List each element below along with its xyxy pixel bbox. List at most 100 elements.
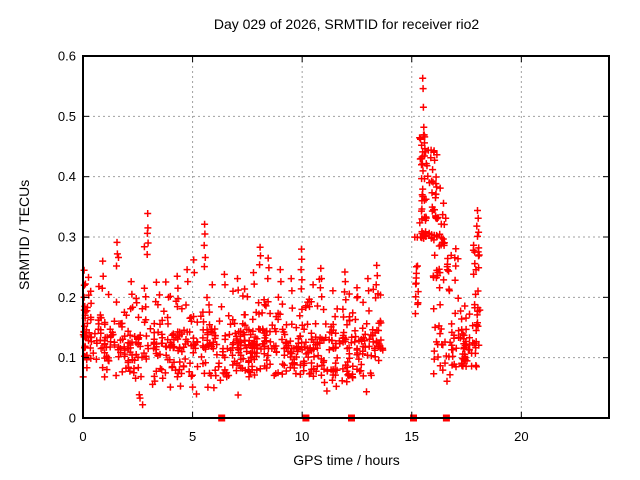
data-point (255, 299, 263, 307)
data-point (437, 220, 445, 228)
data-point (281, 331, 289, 338)
data-point (435, 322, 443, 330)
data-point (178, 370, 185, 377)
data-point (197, 312, 205, 320)
data-point (373, 272, 381, 280)
data-point (126, 367, 134, 375)
data-point (229, 344, 236, 352)
data-point (300, 325, 308, 333)
data-point (455, 334, 463, 341)
data-point (158, 330, 166, 338)
data-point (329, 321, 337, 328)
data-point (353, 284, 361, 292)
data-point (89, 349, 97, 357)
data-point (416, 134, 424, 142)
data-point (213, 351, 221, 359)
data-point (300, 343, 308, 351)
data-point (445, 267, 453, 275)
y-tick-label: 0 (69, 411, 76, 426)
data-point (428, 203, 436, 211)
x-axis-label: GPS time / hours (293, 452, 400, 468)
data-point (375, 340, 383, 348)
data-point (475, 228, 483, 236)
data-point (423, 162, 431, 170)
data-point (361, 330, 369, 338)
data-point (452, 245, 460, 253)
data-point (87, 338, 95, 346)
data-point (185, 368, 193, 376)
data-point (219, 345, 227, 353)
data-point (438, 234, 446, 242)
data-point (231, 357, 239, 365)
data-point (263, 364, 271, 372)
data-point (474, 214, 482, 222)
data-point (168, 331, 176, 339)
data-point (443, 266, 451, 274)
data-point (112, 372, 120, 379)
data-point (419, 185, 427, 193)
data-point (297, 266, 305, 274)
data-point (417, 135, 424, 143)
data-point (175, 366, 183, 374)
data-point (174, 347, 182, 355)
data-point (292, 324, 300, 332)
data-point (152, 350, 160, 357)
data-point (439, 211, 447, 219)
data-point (93, 339, 101, 347)
data-point (318, 293, 326, 301)
data-point (233, 333, 240, 340)
data-point (272, 328, 280, 335)
data-point (135, 391, 143, 399)
data-point (193, 318, 201, 326)
data-point (174, 295, 182, 303)
data-point (475, 244, 483, 252)
data-point (136, 331, 144, 339)
data-point (432, 173, 440, 181)
data-point (412, 280, 420, 288)
data-point (143, 251, 151, 258)
data-point (320, 306, 328, 313)
data-point (261, 301, 269, 309)
data-point (422, 213, 430, 221)
data-point (166, 383, 174, 391)
x-tick-label: 15 (405, 429, 419, 444)
y-tick-label: 0.6 (58, 49, 76, 64)
data-point (420, 131, 428, 139)
data-point (278, 336, 286, 343)
y-tick-label: 0.5 (58, 109, 76, 124)
data-point (473, 222, 481, 230)
data-point (161, 369, 169, 377)
data-point (351, 316, 359, 323)
data-point (126, 331, 134, 339)
data-point (279, 360, 287, 368)
data-point (264, 352, 272, 359)
data-point (97, 345, 105, 352)
data-point (202, 343, 209, 351)
data-point (235, 328, 243, 336)
data-point (193, 390, 200, 398)
data-point (448, 341, 456, 349)
data-point (323, 387, 331, 395)
data-point (143, 229, 151, 237)
data-point (154, 328, 162, 336)
data-point (250, 280, 258, 288)
data-point (83, 319, 91, 327)
data-point (266, 328, 274, 336)
data-point (472, 344, 480, 352)
data-point (307, 329, 315, 337)
data-point (295, 339, 302, 347)
data-point (237, 341, 244, 349)
data-point (365, 335, 373, 343)
data-point (204, 383, 212, 391)
data-point (266, 360, 274, 368)
data-point (264, 275, 272, 283)
data-point (229, 351, 236, 359)
data-point (365, 287, 373, 295)
data-point (166, 356, 174, 364)
data-point (458, 315, 466, 323)
data-point (371, 353, 379, 361)
data-point (216, 376, 224, 384)
data-point (140, 349, 148, 357)
data-point (452, 344, 460, 352)
